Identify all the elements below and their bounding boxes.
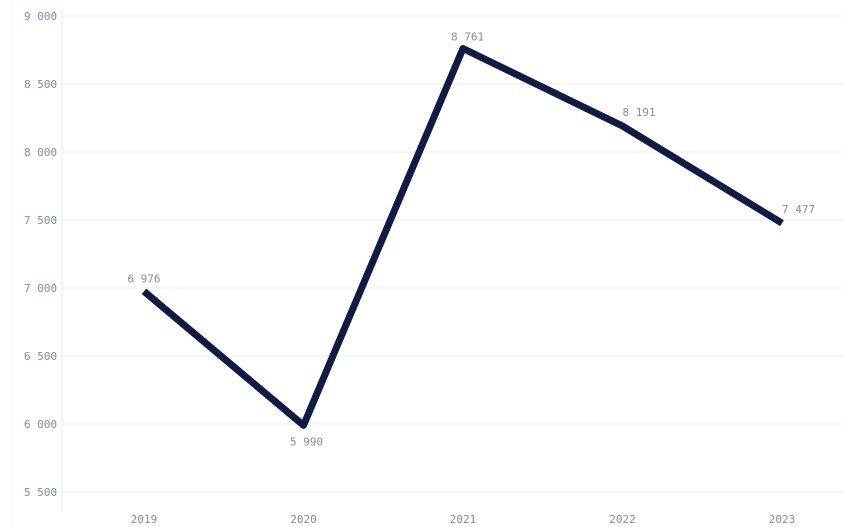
- x-axis-tick-labels: 2019 2020 2021 2022 2023: [131, 513, 796, 526]
- y-tick-label: 5 500: [24, 486, 57, 499]
- y-tick-label: 7 000: [24, 282, 57, 295]
- y-tick-label: 6 500: [24, 350, 57, 363]
- x-tick-label: 2021: [450, 513, 477, 526]
- x-tick-label: 2022: [609, 513, 636, 526]
- data-label: 5 990: [290, 435, 323, 448]
- data-label: 6 976: [127, 272, 160, 285]
- gridlines: [62, 15, 843, 493]
- data-labels: 6 976 5 990 8 761 8 191 7 477: [127, 31, 815, 449]
- series-group: [141, 45, 784, 429]
- data-label: 8 191: [623, 106, 656, 119]
- data-label: 7 477: [782, 203, 815, 216]
- y-tick-label: 6 000: [24, 418, 57, 431]
- y-tick-label: 8 000: [24, 146, 57, 159]
- y-tick-label: 7 500: [24, 214, 57, 227]
- y-tick-label: 8 500: [24, 78, 57, 91]
- x-tick-label: 2023: [769, 513, 796, 526]
- y-axis-tick-labels: 5 500 6 000 6 500 7 000 7 500 8 000 8 500 9 000: [24, 10, 57, 499]
- x-tick-label: 2019: [131, 513, 158, 526]
- series-line: [141, 45, 784, 429]
- y-tick-label: 9 000: [24, 10, 57, 23]
- data-label: 8 761: [451, 31, 484, 44]
- x-tick-label: 2020: [290, 513, 317, 526]
